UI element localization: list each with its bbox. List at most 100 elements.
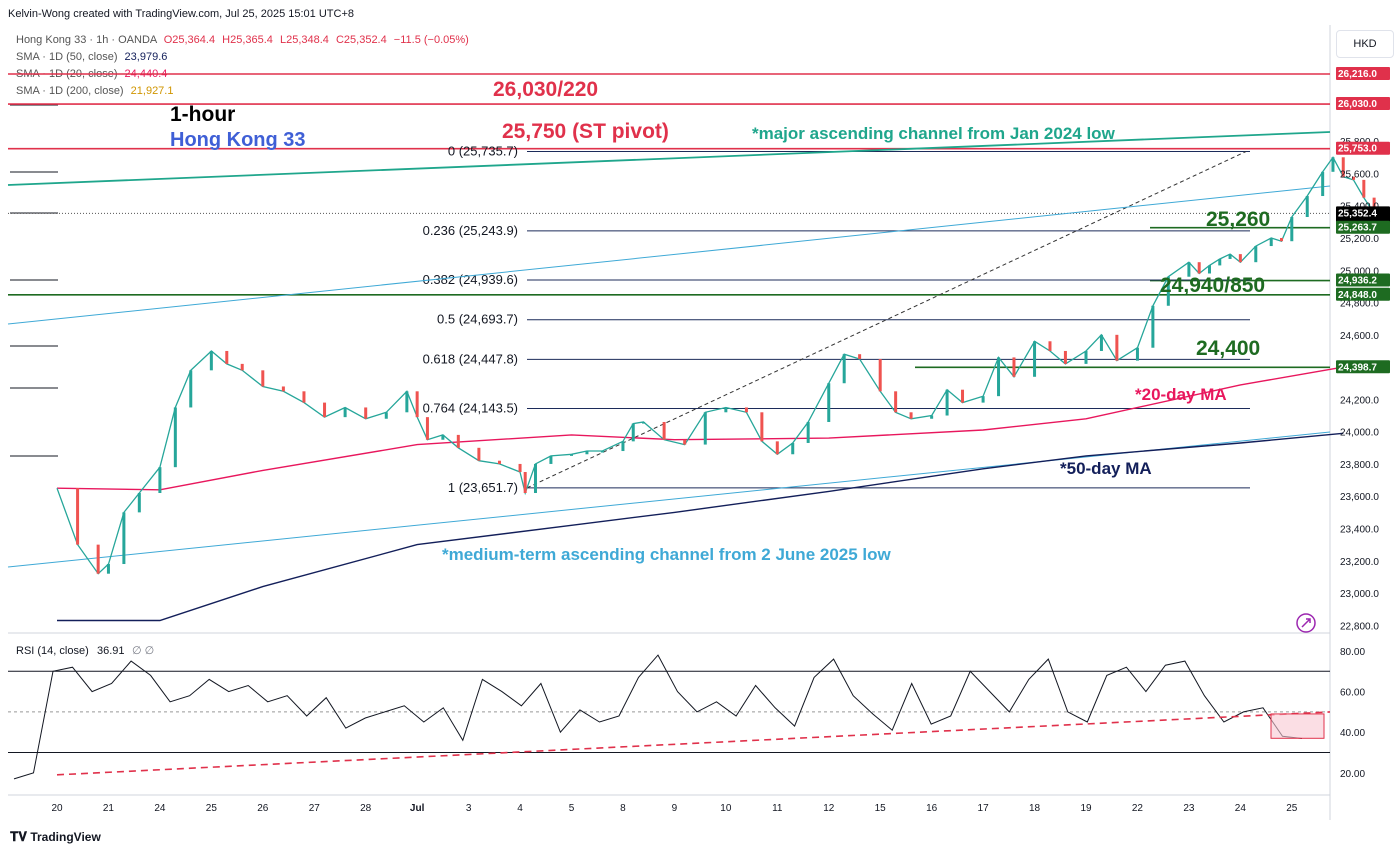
price-candle[interactable] bbox=[173, 407, 177, 468]
price-candle[interactable] bbox=[570, 454, 573, 456]
sma50-legend-row[interactable]: SMA · 1D (50, close) 23,979.6 bbox=[16, 49, 469, 66]
price-candle[interactable] bbox=[806, 421, 810, 443]
price-candle[interactable] bbox=[842, 354, 846, 384]
rsi-line[interactable] bbox=[13, 654, 1303, 780]
price-candle[interactable] bbox=[1012, 357, 1016, 377]
price-candle[interactable] bbox=[76, 488, 80, 545]
fibonacci-retracement[interactable]: 0 (25,735.7) 0.236 (25,243.9) 0.382 (24,93… bbox=[423, 144, 1250, 495]
price-candle[interactable] bbox=[1372, 197, 1376, 214]
price-candle[interactable] bbox=[343, 407, 347, 418]
price-candle[interactable] bbox=[1084, 350, 1088, 364]
price-candle[interactable] bbox=[189, 370, 193, 408]
price-candle[interactable] bbox=[497, 460, 501, 464]
price-candle[interactable] bbox=[1063, 350, 1067, 364]
price-candle[interactable] bbox=[1352, 176, 1356, 180]
price-candle[interactable] bbox=[1099, 334, 1103, 351]
medium-channel-upper-line bbox=[7, 185, 1331, 325]
price-candle[interactable] bbox=[621, 441, 625, 452]
price-candle[interactable] bbox=[158, 467, 162, 493]
price-candle[interactable] bbox=[858, 354, 862, 360]
price-candle[interactable] bbox=[827, 383, 831, 422]
price-candle[interactable] bbox=[225, 350, 229, 364]
sma200-legend-row[interactable]: SMA · 1D (200, close) 21,927.1 bbox=[16, 83, 469, 100]
price-candle[interactable] bbox=[760, 412, 764, 442]
price-candle[interactable] bbox=[945, 389, 949, 416]
price-candle[interactable] bbox=[1362, 179, 1366, 198]
price-candle[interactable] bbox=[96, 544, 100, 574]
price-candle[interactable] bbox=[425, 417, 429, 440]
price-candle[interactable] bbox=[477, 447, 481, 461]
price-candle[interactable] bbox=[240, 363, 244, 371]
price-candle[interactable] bbox=[724, 407, 728, 413]
price-candle[interactable] bbox=[1254, 246, 1258, 263]
price-candle[interactable] bbox=[137, 492, 141, 513]
price-candle[interactable] bbox=[703, 412, 707, 445]
price-candle[interactable] bbox=[323, 402, 327, 418]
price-candle[interactable] bbox=[1305, 196, 1309, 218]
price-candle[interactable] bbox=[1187, 262, 1191, 277]
tradingview-logo[interactable]: 𝐓𝐕 TradingView bbox=[10, 829, 101, 845]
price-candle[interactable] bbox=[1238, 254, 1242, 263]
price-candle[interactable] bbox=[1321, 171, 1325, 197]
price-candle[interactable] bbox=[441, 434, 445, 440]
price-candle[interactable] bbox=[549, 455, 553, 464]
price-candle[interactable] bbox=[961, 389, 965, 403]
currency-selector[interactable]: HKD bbox=[1336, 30, 1394, 58]
price-candle[interactable] bbox=[585, 451, 589, 455]
price-candle[interactable] bbox=[600, 451, 604, 453]
price-candle[interactable] bbox=[997, 357, 1001, 397]
price-candle[interactable] bbox=[1341, 157, 1345, 177]
price-candle[interactable] bbox=[1218, 258, 1222, 266]
price-candle[interactable] bbox=[1228, 254, 1232, 259]
price-candle[interactable] bbox=[1207, 265, 1211, 274]
alert-icon[interactable] bbox=[1296, 613, 1316, 633]
price-candle[interactable] bbox=[523, 472, 527, 493]
price-candle[interactable] bbox=[878, 359, 882, 392]
price-candle[interactable] bbox=[981, 396, 985, 403]
price-candle[interactable] bbox=[122, 512, 126, 565]
price-candle[interactable] bbox=[744, 407, 748, 413]
time-axis-tick: 24 bbox=[1235, 803, 1247, 814]
price-candle[interactable] bbox=[1269, 237, 1273, 247]
time-axis[interactable]: 20 21 24 25 26 27 28 Jul 3 4 5 8 9 10 11 12 15 16 17 18 19 22… bbox=[51, 803, 1297, 814]
price-candle[interactable] bbox=[683, 439, 687, 445]
price-series[interactable] bbox=[56, 156, 1376, 575]
price-candle[interactable] bbox=[775, 441, 779, 455]
rsi-pane[interactable]: 80.00 60.00 40.00 20.00 bbox=[8, 647, 1365, 780]
price-candle[interactable] bbox=[1331, 157, 1335, 172]
price-candle[interactable] bbox=[1033, 341, 1037, 377]
timeframe-label: 1-hour bbox=[170, 103, 235, 126]
price-candle[interactable] bbox=[209, 350, 213, 371]
price-candle[interactable] bbox=[261, 370, 265, 387]
time-axis-tick: Jul bbox=[410, 803, 425, 814]
price-candle[interactable] bbox=[518, 463, 522, 473]
price-candle[interactable] bbox=[533, 463, 537, 493]
price-candle[interactable] bbox=[456, 434, 460, 448]
price-candle[interactable] bbox=[302, 391, 306, 403]
price-line[interactable] bbox=[56, 156, 1375, 575]
price-candle[interactable] bbox=[384, 412, 388, 419]
price-candle[interactable] bbox=[631, 423, 635, 442]
price-candle[interactable] bbox=[909, 412, 913, 419]
price-candle[interactable] bbox=[1290, 217, 1294, 242]
price-candle[interactable] bbox=[106, 564, 110, 574]
price-candle[interactable] bbox=[894, 391, 898, 413]
price-candle[interactable] bbox=[415, 391, 419, 418]
price-candle[interactable] bbox=[642, 421, 646, 424]
price-candle[interactable] bbox=[1197, 262, 1201, 274]
price-candle[interactable] bbox=[364, 407, 368, 419]
price-candle[interactable] bbox=[1048, 341, 1052, 351]
symbol-legend-row[interactable]: Hong Kong 33 · 1h · OANDA O25,364.4 H25,… bbox=[16, 32, 469, 49]
price-candle[interactable] bbox=[1166, 276, 1170, 306]
price-candle[interactable] bbox=[791, 442, 795, 455]
price-candle[interactable] bbox=[1115, 334, 1119, 361]
price-candle[interactable] bbox=[281, 386, 285, 392]
price-candle[interactable] bbox=[1151, 305, 1155, 348]
price-candle[interactable] bbox=[930, 415, 934, 419]
sma200-value: 21,927.1 bbox=[130, 85, 174, 97]
price-candle[interactable] bbox=[405, 391, 409, 413]
price-candle[interactable] bbox=[1135, 347, 1139, 361]
price-candle[interactable] bbox=[1280, 237, 1284, 242]
price-candle[interactable] bbox=[662, 421, 666, 440]
